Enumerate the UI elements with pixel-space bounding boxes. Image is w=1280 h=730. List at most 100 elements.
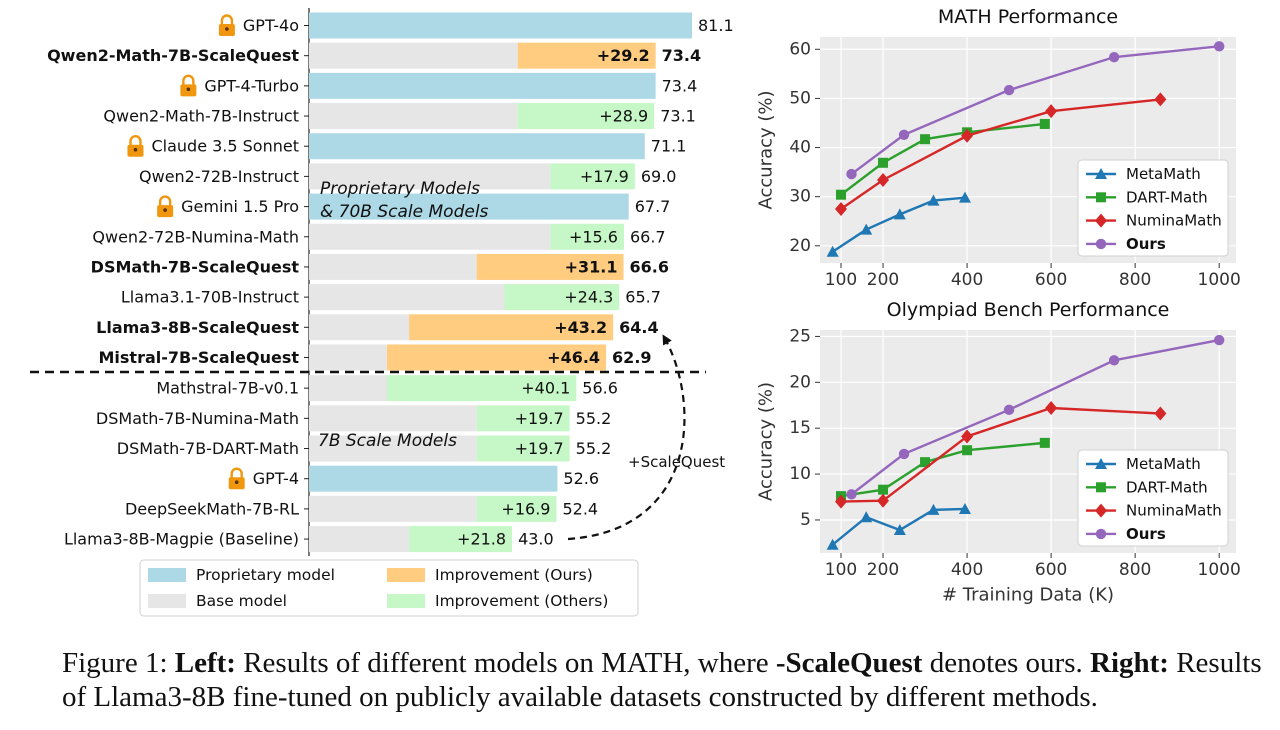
lock-icon-shackle bbox=[220, 14, 234, 25]
total-value-label: 55.2 bbox=[576, 409, 612, 428]
caption-highlight: -ScaleQuest bbox=[775, 647, 923, 679]
improvement-ours-bar bbox=[409, 314, 614, 341]
data-point-square bbox=[920, 134, 931, 145]
improvement-label: +29.2 bbox=[597, 46, 650, 65]
model-name-label: Gemini 1.5 Pro bbox=[181, 197, 299, 216]
total-value-label: 66.7 bbox=[630, 227, 666, 246]
lock-icon-keyhole bbox=[163, 208, 167, 212]
data-point-diamond bbox=[1045, 104, 1058, 119]
base-bar bbox=[309, 163, 551, 190]
model-name-label: Qwen2-Math-7B-Instruct bbox=[103, 107, 299, 126]
lock-icon-keyhole bbox=[133, 147, 138, 152]
group-annotation-line-1: Proprietary Models bbox=[320, 179, 480, 199]
model-name-label: Claude 3.5 Sonnet bbox=[151, 137, 299, 156]
data-point-triangle bbox=[927, 194, 940, 206]
series-ours bbox=[846, 41, 1225, 180]
legend-label: NuminaMath bbox=[1126, 502, 1222, 520]
lock-icon bbox=[218, 14, 235, 36]
improvement-ours-bar bbox=[476, 253, 624, 280]
model-name-label: GPT-4 bbox=[253, 469, 299, 488]
improvement-others-bar bbox=[517, 103, 655, 130]
total-value-label: 81.1 bbox=[698, 16, 734, 35]
bar-row: +21.8 43.0 Llama3-8B-Magpie (Baseline) bbox=[64, 526, 554, 553]
legend-label: NuminaMath bbox=[1126, 212, 1222, 230]
improvement-others-bar bbox=[550, 223, 624, 250]
data-point-circle bbox=[1095, 528, 1107, 540]
proprietary-bar bbox=[309, 193, 629, 220]
improvement-ours-bar bbox=[517, 42, 656, 69]
legend-label: Base model bbox=[196, 592, 287, 610]
legend-label: DART-Math bbox=[1126, 188, 1208, 206]
model-name-label: Llama3-8B-Magpie (Baseline) bbox=[64, 530, 299, 549]
bar-row: 52.6 GPT-4 bbox=[228, 465, 599, 492]
improvement-label: +17.9 bbox=[580, 167, 629, 186]
total-value-label: 73.4 bbox=[662, 46, 701, 65]
series-numinamath bbox=[835, 92, 1167, 216]
bar-row: 71.1 Claude 3.5 Sonnet bbox=[127, 133, 686, 160]
base-bar bbox=[309, 344, 387, 371]
chart-title: MATH Performance bbox=[938, 6, 1118, 28]
model-name-label: Llama3-8B-ScaleQuest bbox=[96, 318, 299, 337]
data-point-square bbox=[1039, 118, 1050, 129]
legend-label: Improvement (Others) bbox=[435, 592, 608, 610]
x-tick-label: 100 bbox=[825, 560, 857, 580]
improvement-label: +43.2 bbox=[554, 318, 607, 337]
total-value-label: 66.6 bbox=[630, 257, 669, 276]
legend-label: MetaMath bbox=[1126, 455, 1201, 473]
x-tick-label: 100 bbox=[825, 270, 857, 290]
data-point-circle bbox=[1108, 51, 1120, 63]
x-tick-label: 1000 bbox=[1198, 560, 1241, 580]
y-tick-label: 15 bbox=[789, 418, 811, 438]
legend-label: DART-Math bbox=[1126, 478, 1208, 496]
series-numinamath bbox=[835, 401, 1167, 509]
chart-title: Olympiad Bench Performance bbox=[887, 299, 1170, 321]
data-point-circle bbox=[898, 129, 910, 140]
improvement-label: +31.1 bbox=[565, 257, 618, 276]
data-point-triangle bbox=[1095, 458, 1107, 469]
data-point-triangle bbox=[893, 208, 906, 220]
total-value-label: 52.6 bbox=[563, 469, 599, 488]
math-performance-chart: 100 200 400 600 800 1000 20 30 40 50 60 MATH Perfor… bbox=[756, 6, 1241, 290]
series-metamath bbox=[826, 191, 971, 257]
base-bar bbox=[309, 314, 410, 341]
improvement-label: +24.3 bbox=[564, 288, 613, 307]
x-tick-label: 200 bbox=[867, 270, 899, 290]
caption-figure-label: Figure 1: bbox=[62, 647, 168, 679]
data-point-triangle bbox=[893, 524, 906, 536]
base-bar bbox=[309, 223, 551, 250]
improvement-label: +40.1 bbox=[521, 379, 570, 398]
bar-row: +29.2 73.4 Qwen2-Math-7B-ScaleQuest bbox=[47, 42, 701, 69]
lock-icon-shackle bbox=[230, 467, 243, 478]
data-point-diamond bbox=[961, 429, 974, 444]
improvement-label: +15.6 bbox=[569, 227, 618, 246]
bar-row: 73.4 GPT-4-Turbo bbox=[180, 72, 697, 99]
legend-frame bbox=[1077, 449, 1229, 547]
line-legend: MetaMath DART-Math NuminaMath Ours bbox=[1077, 449, 1229, 547]
total-value-label: 69.0 bbox=[641, 167, 677, 186]
data-point-diamond bbox=[1095, 213, 1107, 228]
base-bar bbox=[309, 405, 477, 432]
y-tick-label: 10 bbox=[789, 464, 811, 484]
x-tick-label: 1000 bbox=[1198, 270, 1241, 290]
caption-text-1: Results of different models on MATH, whe… bbox=[243, 647, 769, 679]
lock-icon-shackle bbox=[129, 135, 142, 146]
improvement-label: +28.9 bbox=[599, 107, 648, 126]
data-point-square bbox=[836, 189, 847, 200]
legend-swatch bbox=[148, 594, 186, 608]
figure-caption: Figure 1: Left: Results of different mod… bbox=[62, 646, 1262, 714]
data-point-diamond bbox=[877, 172, 890, 187]
x-tick-label: 200 bbox=[867, 560, 899, 580]
data-point-triangle bbox=[826, 538, 839, 550]
y-tick-label: 40 bbox=[789, 138, 811, 158]
proprietary-bar bbox=[309, 72, 656, 99]
data-point-diamond bbox=[835, 494, 848, 509]
caption-left-label: Left: bbox=[174, 647, 236, 679]
data-point-square bbox=[1039, 437, 1050, 448]
lock-icon bbox=[180, 74, 197, 97]
x-tick-label: 400 bbox=[951, 560, 983, 580]
model-name-label: DeepSeekMath-7B-RL bbox=[125, 499, 299, 518]
bar-row: +19.7 55.2 DSMath-7B-DART-Math bbox=[117, 435, 611, 462]
total-value-label: 73.1 bbox=[660, 107, 696, 126]
x-tick-label: 400 bbox=[951, 270, 983, 290]
total-value-label: 64.4 bbox=[619, 318, 658, 337]
